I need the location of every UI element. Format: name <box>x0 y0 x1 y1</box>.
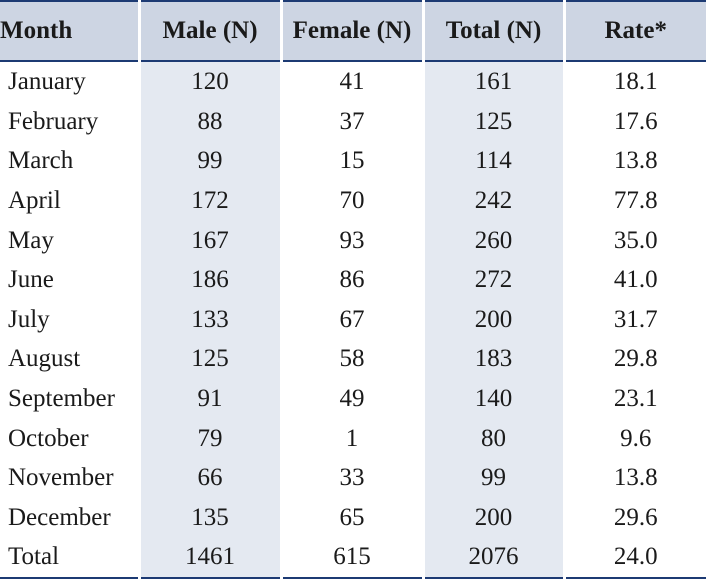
cell-female: 86 <box>279 259 423 300</box>
table-row: June 186 86 272 41.0 <box>0 259 706 300</box>
cell-total: 114 <box>421 141 564 181</box>
cell-female: 41 <box>279 61 423 102</box>
table-row: May 167 93 260 35.0 <box>0 220 706 260</box>
cell-total: 125 <box>421 101 564 142</box>
cell-rate: 31.7 <box>562 299 706 340</box>
table-row: November 66 33 99 13.8 <box>0 457 706 498</box>
cell-total: 80 <box>421 418 564 458</box>
table-row: October 79 1 80 9.6 <box>0 418 706 458</box>
cell-rate: 23.1 <box>562 378 706 419</box>
cell-male: 79 <box>137 418 281 458</box>
cell-total: 242 <box>421 180 564 221</box>
header-rate: Rate* <box>562 0 706 62</box>
cell-rate: 13.8 <box>562 141 706 181</box>
cell-male: 99 <box>137 141 281 181</box>
cell-month: January <box>8 68 86 96</box>
cell-female: 65 <box>279 497 423 538</box>
cell-total: 260 <box>421 220 564 260</box>
cell-total: 2076 <box>421 537 564 579</box>
header-total: Total (N) <box>421 0 564 62</box>
cell-male: 91 <box>137 378 281 419</box>
cell-male: 120 <box>137 61 281 102</box>
table-row: January 120 41 161 18.1 <box>0 61 706 102</box>
cell-month: July <box>8 305 50 333</box>
cell-month: April <box>8 187 61 215</box>
table-row: July 133 67 200 31.7 <box>0 299 706 340</box>
table-body: January 120 41 161 18.1 February 88 37 125 17.6 Ma… <box>0 61 706 579</box>
header-female: Female (N) <box>279 0 423 62</box>
cell-rate: 17.6 <box>562 101 706 142</box>
cell-female: 67 <box>279 299 423 340</box>
cell-month: June <box>8 266 54 294</box>
table-header: Month Male (N) Female (N) Total (N) Rate… <box>0 0 706 62</box>
cell-female: 37 <box>279 101 423 142</box>
cell-rate: 13.8 <box>562 457 706 498</box>
cell-female: 93 <box>279 220 423 260</box>
cell-male: 125 <box>137 339 281 379</box>
cell-total: 272 <box>421 259 564 300</box>
cell-female: 1 <box>279 418 423 458</box>
cell-female: 49 <box>279 378 423 419</box>
cell-month: December <box>8 503 111 531</box>
table-row: February 88 37 125 17.6 <box>0 101 706 142</box>
cell-total: 99 <box>421 457 564 498</box>
cell-rate: 77.8 <box>562 180 706 221</box>
table-row: April 172 70 242 77.8 <box>0 180 706 221</box>
cell-total: 200 <box>421 497 564 538</box>
cell-male: 186 <box>137 259 281 300</box>
cell-male: 88 <box>137 101 281 142</box>
cell-rate: 29.6 <box>562 497 706 538</box>
table-row: March 99 15 114 13.8 <box>0 141 706 181</box>
cell-total: 140 <box>421 378 564 419</box>
cell-male: 1461 <box>137 537 281 579</box>
header-male: Male (N) <box>137 0 281 62</box>
cell-rate: 24.0 <box>562 537 706 579</box>
cell-month: March <box>8 147 74 175</box>
cell-male: 66 <box>137 457 281 498</box>
cell-total: 200 <box>421 299 564 340</box>
cell-male: 135 <box>137 497 281 538</box>
cell-total: 183 <box>421 339 564 379</box>
cell-month: Total <box>0 537 139 579</box>
cell-month: September <box>8 385 115 413</box>
cell-month: November <box>8 464 114 492</box>
cell-male: 172 <box>137 180 281 221</box>
cell-month: October <box>8 424 89 452</box>
cell-rate: 29.8 <box>562 339 706 379</box>
cell-rate: 18.1 <box>562 61 706 102</box>
cell-male: 167 <box>137 220 281 260</box>
cell-female: 15 <box>279 141 423 181</box>
table-row: December 135 65 200 29.6 <box>0 497 706 538</box>
cell-rate: 35.0 <box>562 220 706 260</box>
cell-total: 161 <box>421 61 564 102</box>
cell-month: May <box>8 226 54 254</box>
cell-rate: 41.0 <box>562 259 706 300</box>
table-row: September 91 49 140 23.1 <box>0 378 706 419</box>
cell-month: February <box>8 107 99 135</box>
header-row: Month Male (N) Female (N) Total (N) Rate… <box>0 0 706 62</box>
table-row: August 125 58 183 29.8 <box>0 339 706 379</box>
cell-month: August <box>8 345 81 373</box>
cell-female: 33 <box>279 457 423 498</box>
cell-female: 58 <box>279 339 423 379</box>
table-row: Total 1461 615 2076 24.0 <box>0 537 706 579</box>
cell-male: 133 <box>137 299 281 340</box>
cell-rate: 9.6 <box>562 418 706 458</box>
cell-female: 615 <box>279 537 423 579</box>
cell-female: 70 <box>279 180 423 221</box>
header-month: Month <box>0 0 139 62</box>
